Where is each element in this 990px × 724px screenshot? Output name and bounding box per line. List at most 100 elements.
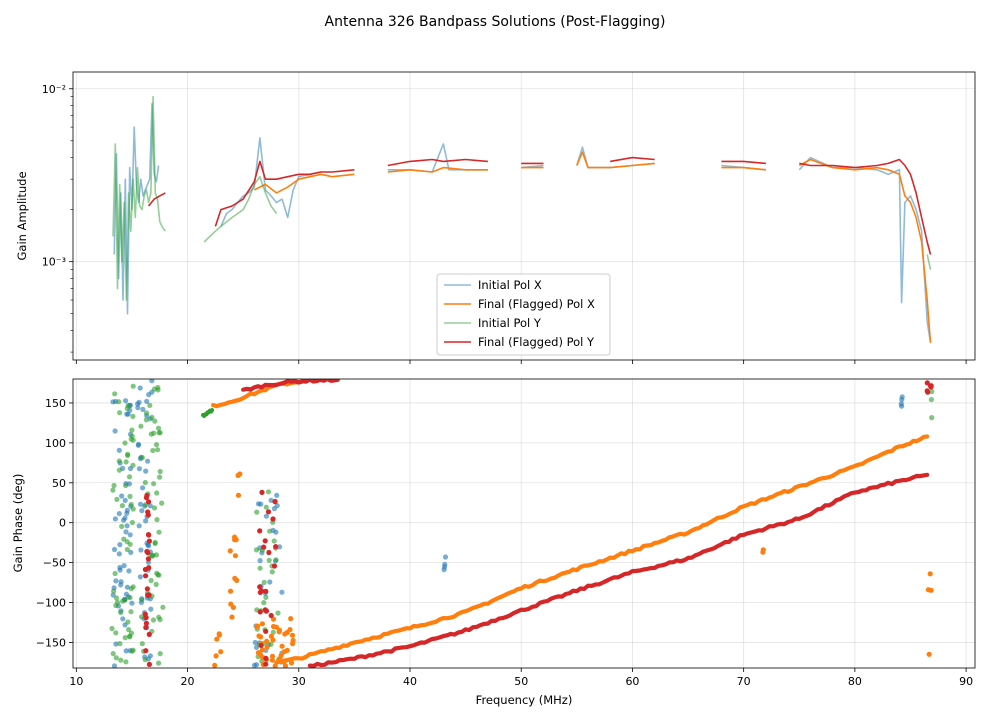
phase-point [235, 492, 242, 498]
phase-point [110, 592, 116, 598]
phase-point [139, 641, 145, 647]
phase-point [113, 595, 120, 601]
phase-point [441, 564, 448, 570]
phase-point [261, 600, 267, 606]
phase-point [121, 563, 127, 569]
phase-point [270, 637, 276, 643]
phase-point [114, 599, 121, 605]
phase-point [116, 399, 122, 405]
phase-point [111, 663, 118, 668]
phase-point [127, 532, 133, 538]
phase-point [143, 573, 149, 579]
phase-point [145, 458, 151, 464]
phase-point [125, 402, 131, 409]
phase-ytick-label-100: 100 [45, 437, 66, 450]
amp-line-3-1 [214, 160, 355, 227]
phase-point [125, 619, 131, 625]
phase-point [146, 392, 152, 398]
phase-point [148, 577, 154, 584]
phase-point [144, 586, 150, 592]
phase-point [925, 587, 932, 593]
phase-point [290, 637, 296, 644]
phase-point [146, 499, 152, 505]
phase-point [128, 436, 134, 442]
phase-point [120, 616, 126, 622]
phase-trace-1-1 [307, 472, 930, 668]
legend-label-final-x: Final (Flagged) Pol X [478, 297, 595, 311]
xtick-label-40: 40 [403, 675, 417, 688]
phase-point [268, 612, 274, 619]
phase-point [116, 447, 122, 453]
phase-scatter-0 [110, 379, 905, 668]
phase-point [144, 398, 150, 404]
amplitude-axes-frame [72, 71, 976, 361]
phase-point [270, 516, 276, 522]
phase-point [130, 647, 136, 653]
phase-point [126, 627, 132, 633]
chart-title: Antenna 326 Bandpass Solutions (Post-Fla… [325, 14, 666, 30]
phase-point [157, 430, 163, 436]
phase-point [269, 653, 276, 659]
amp-line-2-2 [926, 254, 932, 270]
phase-point [116, 458, 122, 464]
phase-point [270, 616, 277, 622]
phase-point [137, 501, 144, 507]
phase-point [152, 540, 158, 547]
amp-line-2-1 [203, 175, 278, 243]
phase-point [155, 425, 162, 431]
phase-point [261, 579, 267, 586]
phase-point [266, 549, 272, 556]
phase-point [120, 598, 126, 604]
phase-point [146, 631, 152, 638]
phase-point [126, 474, 133, 480]
amp-line-2-0 [112, 95, 166, 301]
phase-point [259, 489, 265, 495]
phase-point [146, 661, 152, 668]
phase-point [140, 406, 146, 412]
phase-point [259, 588, 265, 594]
phase-point [111, 546, 118, 553]
amplitude-panel: 10⁻³ 10⁻² Gain Amplitude Initial Pol X Fi… [15, 71, 976, 364]
phase-point [261, 544, 267, 550]
phase-point [156, 529, 162, 535]
phase-point [122, 497, 128, 503]
phase-point [136, 466, 142, 472]
phase-point [230, 604, 236, 611]
phase-ytick-label--150: −150 [36, 636, 66, 649]
phase-trace-1-0 [241, 379, 340, 392]
phase-point [271, 506, 277, 512]
phase-point [213, 653, 219, 659]
amp-line-1-1 [387, 166, 488, 173]
phase-point [118, 609, 124, 616]
phase-ytick-label--100: −100 [36, 597, 66, 610]
amp-ytick-label-1: 10⁻² [42, 83, 66, 96]
phase-point [153, 581, 159, 588]
phase-point [142, 611, 148, 617]
amp-line-3-2 [387, 158, 488, 167]
phase-ytick-label-150: 150 [45, 397, 66, 410]
phase-line-1 [241, 379, 930, 668]
phase-point [232, 537, 238, 543]
phase-point [128, 501, 134, 508]
phase-ylabel: Gain Phase (deg) [11, 474, 25, 573]
phase-point [109, 625, 115, 632]
legend-label-initial-x: Initial Pol X [478, 278, 542, 292]
phase-point [265, 509, 272, 515]
phase-point [145, 509, 151, 515]
amp-line-1-0 [253, 173, 355, 194]
phase-point [264, 644, 270, 650]
phase-point [154, 490, 160, 496]
phase-point [273, 624, 279, 630]
amp-series-1 [253, 151, 932, 343]
phase-point [257, 565, 263, 571]
phase-point [258, 501, 264, 507]
phase-point [929, 415, 935, 421]
phase-point [112, 428, 118, 434]
phase-point [273, 557, 279, 563]
phase-point [267, 528, 273, 534]
phase-point [123, 482, 129, 489]
amp-series-2 [112, 95, 932, 301]
phase-point [142, 479, 148, 486]
phase-point [130, 506, 136, 512]
phase-point [150, 617, 157, 623]
